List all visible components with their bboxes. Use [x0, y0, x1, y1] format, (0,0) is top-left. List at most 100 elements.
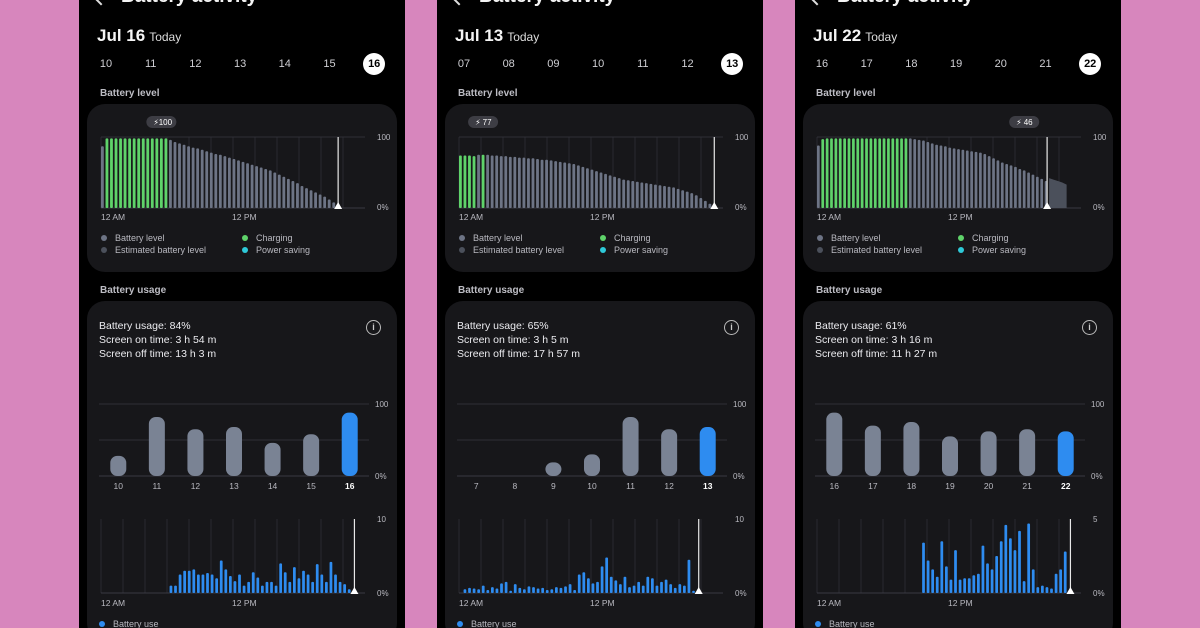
info-icon[interactable]: i: [366, 320, 381, 335]
day-16[interactable]: 16: [363, 53, 386, 75]
hourly-bar: [302, 570, 305, 593]
usage-stats: Battery usage: 84% Screen on time: 3 h 5…: [99, 319, 216, 361]
level-bar: [314, 192, 317, 208]
info-icon[interactable]: i: [1082, 320, 1097, 335]
day-13[interactable]: 13: [721, 53, 744, 75]
day-12[interactable]: 12: [189, 58, 202, 70]
hourly-bar: [564, 586, 567, 593]
x-label-12am: 12 AM: [459, 598, 483, 608]
day-11[interactable]: 11: [144, 58, 157, 70]
day-16[interactable]: 16: [815, 58, 829, 70]
daily-bar-11: [148, 416, 165, 476]
daily-usage-chart: 7 8 9 10 11 12 13 100 0%: [457, 400, 747, 491]
charging-badge: [1009, 116, 1040, 128]
daily-label-11: 11: [626, 481, 635, 491]
level-bar: [558, 161, 562, 208]
hourly-bar: [283, 572, 287, 593]
hourly-bar: [632, 585, 636, 593]
y-label-100: 100: [1091, 400, 1105, 409]
y-label-100: 100: [1093, 133, 1107, 142]
day-09[interactable]: 09: [547, 58, 560, 70]
level-bar: [332, 202, 336, 208]
day-17[interactable]: 17: [860, 58, 873, 70]
level-bar: [273, 172, 277, 208]
hourly-bar: [343, 584, 347, 593]
day-07[interactable]: 07: [457, 58, 471, 70]
day-13[interactable]: 13: [233, 58, 247, 70]
hourly-bar: [477, 589, 481, 593]
hourly-bar: [178, 574, 182, 593]
level-bar: [830, 138, 833, 208]
back-icon[interactable]: [92, 0, 110, 6]
hourly-bar: [995, 556, 999, 593]
hourly-bar: [972, 575, 976, 593]
day-11[interactable]: 11: [637, 58, 649, 70]
day-18[interactable]: 18: [905, 58, 918, 70]
level-bar: [101, 146, 104, 208]
day-21[interactable]: 21: [1039, 58, 1052, 70]
hourly-bar: [320, 574, 324, 593]
hourly-bar: [1036, 587, 1040, 593]
level-bar: [667, 186, 671, 208]
hourly-bar: [545, 590, 549, 593]
level-bar: [191, 147, 195, 208]
hourly-bar: [265, 581, 269, 593]
daily-usage-chart: 16 17 18 19 20 21 22 100 0%: [815, 400, 1105, 491]
level-bar: [513, 156, 517, 208]
x-label-12pm: 12 PM: [232, 212, 257, 222]
level-bar: [286, 178, 290, 208]
day-20[interactable]: 20: [994, 58, 1007, 70]
level-bar: [182, 144, 186, 208]
y-label-max: 10: [735, 515, 744, 524]
info-icon[interactable]: i: [724, 320, 739, 335]
back-icon[interactable]: [450, 0, 468, 6]
hourly-bar: [293, 567, 296, 593]
day-12[interactable]: 12: [681, 58, 694, 70]
level-bar: [164, 138, 168, 208]
level-bar: [904, 138, 908, 208]
day-08[interactable]: 08: [502, 58, 515, 70]
level-bar: [878, 138, 882, 208]
phone-screen-jul-22: Battery activity Jul 22 Today 16 17 18 19 20…: [795, 0, 1121, 628]
level-bar: [1014, 166, 1017, 208]
usage-percent: Battery usage: 65%: [457, 320, 549, 332]
day-10[interactable]: 10: [591, 58, 605, 70]
hourly-bar: [1050, 588, 1053, 593]
level-bar: [173, 141, 177, 208]
day-10[interactable]: 10: [99, 58, 113, 70]
selected-date: Jul 13: [455, 26, 504, 45]
hourly-bar: [270, 581, 273, 593]
hourly-bar: [931, 569, 935, 593]
hourly-bar: [958, 579, 962, 593]
level-bar: [477, 154, 480, 208]
charging-badge-value: 46: [1024, 118, 1033, 127]
hourly-bar: [678, 584, 682, 593]
level-bar: [114, 138, 118, 208]
hourly-bar: [169, 585, 173, 593]
usage-stats: Battery usage: 61% Screen on time: 3 h 1…: [815, 319, 937, 361]
header: Battery activity: [92, 0, 257, 8]
hourly-bar: [582, 572, 586, 593]
level-bar: [214, 154, 218, 208]
level-bar: [581, 166, 585, 208]
level-bar: [649, 183, 653, 208]
hourly-bar: [541, 587, 545, 593]
y-label-0: 0%: [1093, 589, 1105, 598]
level-bar: [869, 138, 873, 208]
back-icon[interactable]: [808, 0, 826, 6]
day-19[interactable]: 19: [949, 58, 963, 70]
level-bar: [300, 185, 304, 208]
day-14[interactable]: 14: [278, 58, 291, 70]
level-bar: [237, 160, 240, 208]
hourly-bar: [224, 569, 228, 593]
level-bar: [961, 149, 965, 208]
day-15[interactable]: 15: [323, 58, 336, 70]
screen-on-time: Screen on time: 3 h 16 m: [815, 334, 933, 346]
level-bar: [486, 154, 490, 208]
level-bar: [681, 190, 685, 208]
day-22[interactable]: 22: [1079, 53, 1102, 75]
date-heading: Jul 22 Today: [813, 26, 897, 46]
y-label-0: 0%: [377, 203, 389, 212]
hourly-bar: [1045, 587, 1049, 593]
level-bar: [549, 160, 553, 208]
